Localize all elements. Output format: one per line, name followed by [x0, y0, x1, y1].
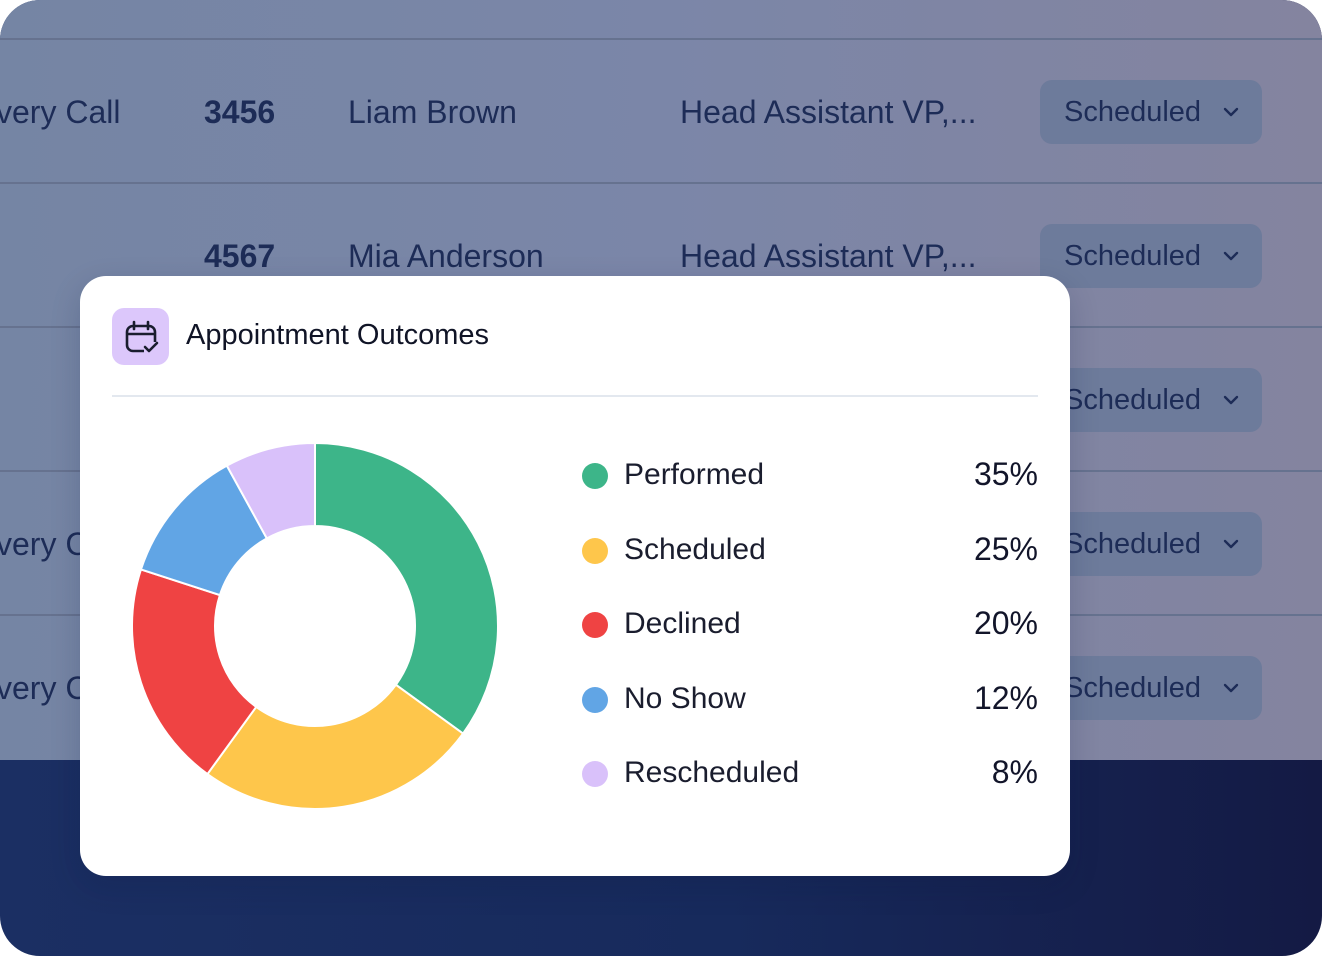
- donut-chart: [131, 441, 499, 810]
- legend-value: 12%: [973, 680, 1038, 716]
- legend-label: No Show: [624, 682, 746, 715]
- row-divider: [0, 182, 1322, 184]
- legend-swatch: [582, 612, 608, 638]
- status-dropdown[interactable]: Scheduled: [1040, 512, 1262, 576]
- status-label: Scheduled: [1064, 671, 1202, 704]
- donut-slice-declined: [131, 568, 258, 776]
- legend-label: Scheduled: [624, 533, 766, 566]
- legend-value: 25%: [973, 531, 1038, 567]
- legend-swatch: [582, 463, 608, 489]
- status-dropdown[interactable]: Scheduled: [1040, 656, 1262, 720]
- chevron-down-icon: [1223, 539, 1239, 549]
- table-cell-type: very C: [0, 526, 89, 562]
- legend-item: Declined 20%: [582, 605, 1038, 645]
- table-cell-id: 4567: [204, 238, 276, 274]
- legend-item: No Show 12%: [582, 680, 1038, 720]
- chevron-down-icon: [1223, 107, 1239, 117]
- chevron-down-icon: [1223, 683, 1239, 693]
- donut-slice-performed: [314, 441, 499, 735]
- status-label: Scheduled: [1064, 239, 1202, 272]
- legend-item: Rescheduled 8%: [582, 754, 1038, 794]
- table-cell-title: Head Assistant VP,...: [680, 238, 977, 274]
- status-label: Scheduled: [1064, 527, 1202, 560]
- legend-label: Rescheduled: [624, 756, 800, 789]
- legend-swatch: [582, 761, 608, 787]
- table-cell-name: Mia Anderson: [348, 238, 544, 274]
- status-dropdown[interactable]: Scheduled: [1040, 368, 1262, 432]
- row-divider: [0, 38, 1322, 40]
- status-label: Scheduled: [1064, 95, 1202, 128]
- legend-value: 8%: [991, 754, 1038, 790]
- appointment-outcomes-card: Appointment Outcomes Performed 35% Sched…: [80, 276, 1070, 876]
- calendar-check-glyph: [125, 320, 158, 354]
- calendar-check-icon: [112, 308, 169, 365]
- legend-label: Performed: [624, 458, 765, 491]
- card-divider: [112, 395, 1038, 397]
- donut-slice-scheduled: [206, 683, 465, 810]
- table-cell-type: very C: [0, 670, 89, 706]
- legend-item: Scheduled 25%: [582, 531, 1038, 571]
- legend-swatch: [582, 538, 608, 564]
- table-cell-name: Liam Brown: [348, 94, 517, 130]
- chevron-down-icon: [1223, 395, 1239, 405]
- table-cell-id: 3456: [204, 94, 276, 130]
- status-label: Scheduled: [1064, 383, 1202, 416]
- legend-swatch: [582, 687, 608, 713]
- legend-item: Performed 35%: [582, 456, 1038, 496]
- status-dropdown[interactable]: Scheduled: [1040, 80, 1262, 144]
- donut-slice-rescheduled: [225, 441, 316, 540]
- card-title: Appointment Outcomes: [186, 319, 490, 351]
- table-cell-type: very Call: [0, 94, 121, 130]
- status-dropdown[interactable]: Scheduled: [1040, 224, 1262, 288]
- table-cell-title: Head Assistant VP,...: [680, 94, 977, 130]
- legend-value: 35%: [973, 456, 1038, 492]
- chevron-down-icon: [1223, 251, 1239, 261]
- legend-value: 20%: [973, 605, 1038, 641]
- legend-label: Declined: [624, 607, 741, 640]
